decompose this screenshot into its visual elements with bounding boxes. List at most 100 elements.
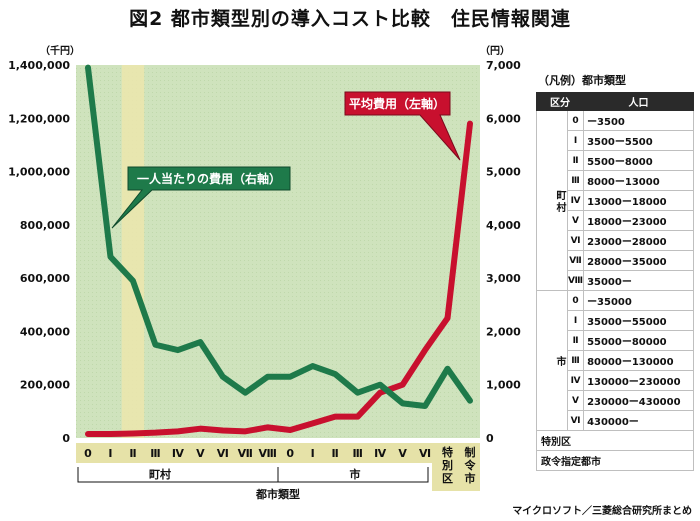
- left-axis-unit: （千円）: [40, 44, 80, 57]
- legend-row: 町村 0 ー3500: [536, 110, 694, 291]
- legend-class: Ⅵ: [566, 230, 585, 251]
- category-label: Ⅳ: [172, 447, 185, 460]
- legend-class: Ⅳ: [566, 190, 585, 211]
- right-tick-label: 7,000: [486, 59, 521, 72]
- chart: 1,400,000 1,200,000 1,000,000 800,000 600,00…: [8, 44, 521, 501]
- series-line-average-cost: [85, 120, 473, 438]
- right-tick-label: 4,000: [486, 219, 521, 232]
- point-per-capita-cost: [85, 65, 91, 71]
- legend-range: 5500ー8000: [583, 150, 694, 171]
- legend-class: Ⅱ: [566, 330, 585, 351]
- legend-range: 80000ー130000: [583, 350, 694, 371]
- legend-row: Ⅰ 3500ー5500: [537, 130, 694, 151]
- category-label: 0: [286, 447, 294, 460]
- category-label: 制: [465, 445, 476, 459]
- legend-class: Ⅷ: [566, 270, 585, 291]
- legend-range: 28000ー35000: [583, 250, 694, 271]
- left-tick-label: 600,000: [20, 272, 70, 285]
- point-per-capita-cost: [265, 374, 271, 380]
- category-label: Ⅶ: [238, 447, 253, 460]
- point-average-cost: [467, 121, 473, 127]
- point-average-cost: [107, 431, 113, 437]
- category-label: Ⅰ: [108, 447, 112, 460]
- legend-class: Ⅲ: [566, 350, 585, 371]
- category-label: Ⅱ: [129, 447, 136, 460]
- legend-class: Ⅴ: [566, 390, 585, 411]
- legend-extra-label: 政令指定都市: [536, 450, 694, 471]
- category-label: 特: [442, 445, 453, 459]
- group-label-shi: 市: [350, 467, 361, 481]
- point-average-cost: [377, 390, 383, 396]
- legend-class: Ⅳ: [566, 370, 585, 391]
- point-average-cost: [130, 430, 136, 436]
- legend-range: 35000ー55000: [583, 310, 694, 331]
- left-tick-label: 1,200,000: [8, 112, 70, 125]
- right-tick-label: 1,000: [486, 379, 521, 392]
- legend-range: 3500ー5500: [583, 130, 694, 151]
- point-per-capita-cost: [332, 371, 338, 377]
- legend-range: 55000ー80000: [583, 330, 694, 351]
- category-strip: [76, 443, 480, 463]
- point-per-capita-cost: [377, 382, 383, 388]
- legend-class: Ⅴ: [566, 210, 585, 231]
- chart-title: 図2 都市類型別の導入コスト比較 住民情報関連: [129, 8, 571, 30]
- legend-row: Ⅱ 55000ー80000: [537, 330, 694, 351]
- category-label: Ⅳ: [374, 447, 387, 460]
- point-per-capita-cost: [130, 278, 136, 284]
- point-average-cost: [265, 424, 271, 430]
- point-average-cost: [287, 427, 293, 433]
- point-per-capita-cost: [355, 390, 361, 396]
- legend-range: 230000ー430000: [583, 390, 694, 411]
- callout-red-label: 平均費用（左軸）: [349, 96, 445, 111]
- legend-title: （凡例）都市類型: [538, 74, 626, 87]
- left-tick-label: 0: [62, 432, 70, 445]
- legend-row: 市 0 ー35000: [536, 290, 694, 431]
- category-label: Ⅲ: [150, 447, 160, 460]
- category-label: 区: [442, 472, 453, 485]
- legend-head-jinko: 人口: [583, 92, 694, 111]
- legend-class: Ⅰ: [566, 310, 585, 331]
- point-per-capita-cost: [175, 347, 181, 353]
- category-label: 0: [84, 447, 92, 460]
- point-per-capita-cost: [287, 374, 293, 380]
- legend-row: Ⅲ 8000ー13000: [537, 170, 694, 191]
- right-tick-label: 2,000: [486, 325, 521, 338]
- legend-class: Ⅶ: [566, 250, 585, 271]
- legend-range: 13000ー18000: [583, 190, 694, 211]
- legend-class: Ⅱ: [566, 150, 585, 171]
- legend-table: 区分 人口 町村 0 ー3500 Ⅰ 3500ー5500 Ⅱ 5500ー8000 Ⅲ 8000ー…: [535, 92, 694, 471]
- legend-row: Ⅷ 35000ー: [537, 270, 694, 291]
- point-average-cost: [220, 428, 226, 434]
- point-average-cost: [445, 315, 451, 321]
- legend-range: 35000ー: [583, 270, 694, 291]
- point-per-capita-cost: [310, 363, 316, 369]
- right-tick-label: 5,000: [486, 166, 521, 179]
- point-average-cost: [175, 428, 181, 434]
- legend: （凡例）都市類型 区分 人口 町村 0 ー3500 Ⅰ 3500ー5500 Ⅱ 5500ー8…: [535, 72, 696, 471]
- legend-row: 政令指定都市: [536, 450, 694, 471]
- legend-class: 0: [566, 110, 585, 131]
- legend-range: ー35000: [583, 290, 694, 311]
- point-per-capita-cost: [242, 390, 248, 396]
- legend-range: 23000ー28000: [583, 230, 694, 251]
- category-label: Ⅷ: [259, 447, 277, 460]
- category-label: Ⅱ: [332, 447, 339, 460]
- legend-row: Ⅱ 5500ー8000: [537, 150, 694, 171]
- group-label-chouson: 町村: [149, 467, 171, 481]
- legend-row: Ⅵ 430000ー: [537, 410, 694, 431]
- point-per-capita-cost: [220, 374, 226, 380]
- callout-green-label: 一人当たりの費用（右軸）: [137, 171, 281, 186]
- category-label: 別: [441, 458, 453, 472]
- right-axis-unit: （円）: [480, 44, 510, 57]
- legend-range: 8000ー13000: [583, 170, 694, 191]
- legend-range: 130000ー230000: [583, 370, 694, 391]
- x-axis-label: 都市類型: [255, 487, 300, 501]
- category-label: 令: [464, 458, 477, 472]
- legend-group-label: 市: [536, 290, 568, 431]
- category-label: Ⅴ: [398, 447, 407, 460]
- right-axis: 7,000 6,000 5,000 4,000 3,000 2,000 1,000 0: [486, 59, 521, 445]
- point-per-capita-cost: [467, 398, 473, 404]
- point-average-cost: [422, 347, 428, 353]
- category-label: Ⅵ: [419, 447, 431, 460]
- legend-row: Ⅴ 230000ー430000: [537, 390, 694, 411]
